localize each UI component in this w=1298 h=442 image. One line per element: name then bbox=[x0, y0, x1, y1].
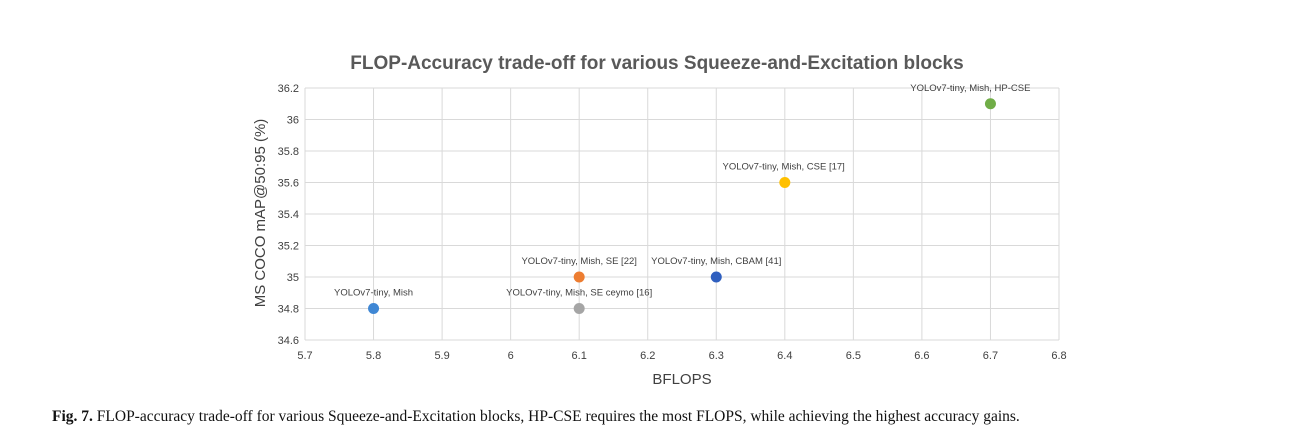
y-tick-label: 34.8 bbox=[278, 304, 299, 316]
data-point bbox=[368, 303, 380, 314]
x-tick-label: 6.7 bbox=[983, 350, 998, 362]
x-tick-label: 6.4 bbox=[777, 350, 792, 362]
data-point-label: YOLOv7-tiny, Mish, HP-CSE bbox=[910, 83, 1030, 94]
x-tick-label: 5.8 bbox=[366, 350, 381, 362]
x-axis-label: BFLOPS bbox=[652, 371, 711, 388]
y-tick-label: 36 bbox=[287, 115, 299, 127]
grid-lines bbox=[304, 87, 1060, 341]
data-points: YOLOv7-tiny, Mish YOLOv7-tiny, Mish, SE [… bbox=[334, 83, 1030, 314]
x-tick-label: 6.6 bbox=[914, 350, 929, 362]
data-point-label: YOLOv7-tiny, Mish, SE ceymo [16] bbox=[506, 288, 652, 299]
y-axis-ticks: 34.6 34.8 35 35.2 35.4 35.6 35.8 36 36.2 bbox=[278, 83, 299, 347]
data-point-label: YOLOv7-tiny, Mish, CSE [17] bbox=[723, 162, 845, 173]
data-point bbox=[573, 271, 585, 283]
x-tick-label: 6.5 bbox=[846, 350, 861, 362]
y-tick-label: 35.8 bbox=[278, 146, 299, 158]
x-tick-label: 5.7 bbox=[297, 350, 312, 362]
x-axis-ticks: 5.7 5.8 5.9 6 6.1 6.2 6.3 6.4 6.5 6.6 6.7 6.8 bbox=[297, 350, 1066, 362]
chart-title: FLOP-Accuracy trade-off for various Sque… bbox=[350, 53, 963, 74]
x-tick-label: 6.1 bbox=[572, 350, 587, 362]
caption-prefix: Fig. 7. bbox=[52, 408, 93, 425]
figure-caption: Fig. 7. FLOP-accuracy trade-off for vari… bbox=[52, 408, 1282, 426]
data-point bbox=[573, 303, 585, 314]
x-tick-label: 6.2 bbox=[640, 350, 655, 362]
x-tick-label: 6.8 bbox=[1051, 350, 1066, 362]
data-point bbox=[984, 98, 996, 110]
x-tick-label: 6.3 bbox=[709, 350, 724, 362]
data-point bbox=[779, 177, 791, 188]
data-point bbox=[710, 271, 722, 283]
scatter-chart: FLOP-Accuracy trade-off for various Sque… bbox=[252, 53, 1067, 388]
data-point-label: YOLOv7-tiny, Mish bbox=[334, 288, 413, 299]
y-tick-label: 35 bbox=[287, 272, 299, 284]
y-axis-label: MS COCO mAP@50:95 (%) bbox=[252, 119, 269, 308]
y-tick-label: 34.6 bbox=[278, 335, 299, 347]
y-tick-label: 35.4 bbox=[278, 209, 299, 221]
data-point-label: YOLOv7-tiny, Mish, CBAM [41] bbox=[651, 256, 781, 267]
data-point-label: YOLOv7-tiny, Mish, SE [22] bbox=[521, 256, 636, 267]
x-tick-label: 5.9 bbox=[434, 350, 449, 362]
y-tick-label: 35.2 bbox=[278, 241, 299, 253]
y-tick-label: 35.6 bbox=[278, 178, 299, 190]
y-tick-label: 36.2 bbox=[278, 83, 299, 95]
caption-text: FLOP-accuracy trade-off for various Sque… bbox=[96, 408, 1020, 425]
x-tick-label: 6 bbox=[508, 350, 514, 362]
